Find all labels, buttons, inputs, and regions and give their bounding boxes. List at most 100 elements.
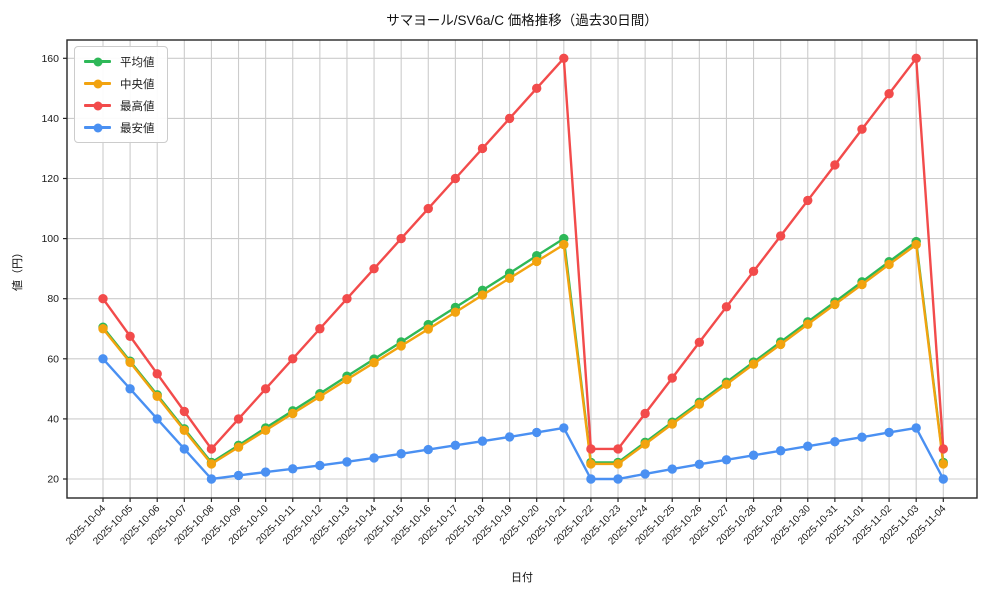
series-median-point [477,290,488,300]
series-min-point [884,427,894,438]
series-median-point [938,459,948,469]
series-min-point [857,432,867,442]
series-min-point [342,457,352,467]
series-max-point [803,195,813,206]
series-min-point [98,354,108,364]
series-median-point [640,439,650,449]
y-tick-label: 40 [47,413,59,425]
series-median-point [748,359,759,369]
x-axis-label: 日付 [511,572,533,584]
axis-ticks [63,57,944,502]
series-median-point [315,391,325,402]
series-median [98,239,948,469]
plot-frame [66,39,978,499]
series-min-point [315,460,325,471]
series-median-point [342,374,352,385]
series-max-point [911,53,921,63]
series-max-point [342,294,352,304]
series-min-point [532,427,542,438]
series-median-point [260,425,271,436]
series-median-point [857,279,867,290]
series-min-point [206,474,217,484]
series-max-point [125,331,135,341]
series-median-point [369,358,379,368]
series-min-point [396,449,406,459]
series-max-point [559,53,569,63]
series-max-point [315,324,325,334]
series-min-point [504,432,515,442]
series-max-point [748,266,759,277]
series-min-point [613,474,623,484]
series-max-point [233,414,244,424]
series-min-point [803,441,813,451]
series-median-point [125,357,135,368]
series-median-point [586,459,596,469]
y-tick-label: 100 [41,233,59,245]
series-min [98,354,948,484]
series-median-point [803,319,813,329]
y-tick-label: 60 [47,353,59,365]
legend-item-median: 中央値 [84,76,155,91]
series-min-point [369,453,379,463]
chart-title: サマヨール/SV6a/C 価格推移（過去30日間） [386,13,658,28]
series-median-point [206,459,217,469]
series-max-point [938,444,948,454]
series-median-point [179,425,190,436]
series-median-point [559,239,569,250]
series-max-point [532,83,542,94]
series-median-point [667,419,677,429]
series-max-point [504,113,515,124]
y-tick-labels: 20 40 60 80 100 120 140 160 [41,53,59,486]
series-min-point [423,444,433,455]
series-max-point [423,203,433,214]
series-max-point [721,302,732,312]
series-min-point [233,470,244,481]
legend-item-average: 平均値 [84,54,155,69]
legend-label-average: 平均値 [120,56,155,69]
legend-marker-average-icon [84,56,111,67]
series-median-point [233,442,244,452]
series-max-point [450,173,461,184]
series-min-point [911,423,921,433]
series-max-point [152,369,162,379]
series-min-point [748,450,759,460]
y-tick-label: 80 [47,293,59,305]
series-max-point [857,124,867,134]
series-max-point [369,263,379,274]
series-max-point [179,406,190,417]
series-min-point [125,384,135,394]
series-max-point [694,337,705,347]
series-median-point [775,339,786,350]
x-tick-labels: 2025-10-042025-10-052025-10-062025-10-07… [64,503,949,547]
y-tick-label: 160 [41,53,59,65]
y-tick-label: 120 [41,173,59,185]
y-tick-label: 140 [41,113,59,125]
series-min-point [775,446,786,456]
series-min-point [667,464,677,474]
series-max-point [884,89,894,99]
series-median-point [532,256,542,267]
y-axis-label: 値（円） [12,247,24,291]
series-min-point [721,455,732,465]
series-max-point [613,444,623,454]
legend-label-min: 最安値 [120,122,155,135]
series-max-point [396,233,406,244]
legend-marker-median-icon [84,78,111,89]
legend-item-min: 最安値 [84,120,155,135]
series-min-point [830,437,840,447]
series-max-point [667,373,677,383]
legend-label-median: 中央値 [120,78,155,91]
series-max-point [98,294,108,304]
series-min-point [559,423,569,433]
series-median-point [288,408,298,419]
series-min-point [179,444,190,454]
legend-label-max: 最高値 [120,100,155,113]
series-median-point [830,299,840,310]
series-max-point [206,444,217,454]
legend-marker-max-icon [84,100,111,111]
y-tick-label: 20 [47,474,59,486]
series-min-point [152,414,162,424]
series-min-point [477,436,488,446]
